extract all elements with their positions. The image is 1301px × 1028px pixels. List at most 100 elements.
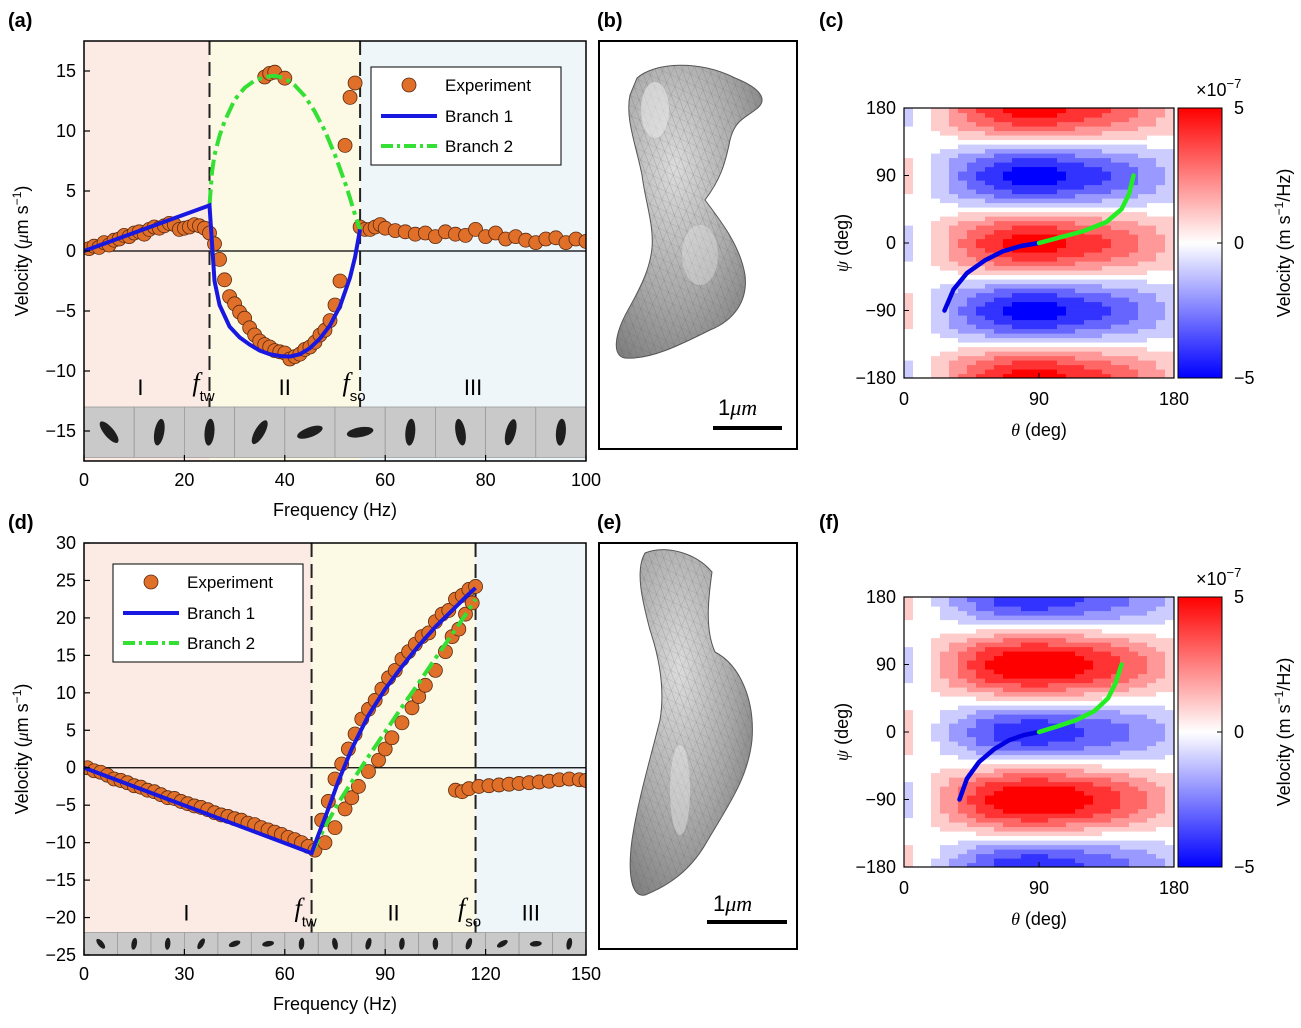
panel-c-contour-cell bbox=[1012, 238, 1022, 244]
panel-c-contour-cell bbox=[1003, 333, 1013, 339]
panel-f-contour-cell bbox=[1057, 642, 1067, 648]
panel-c-contour-cell bbox=[1039, 288, 1049, 294]
panel-f-contour-cell bbox=[1165, 849, 1174, 855]
panel-c-contour-cell bbox=[958, 189, 968, 195]
panel-f-contour-cell bbox=[1048, 619, 1058, 625]
panel-f-contour-cell bbox=[1084, 615, 1094, 621]
panel-f-contour-cell bbox=[913, 705, 923, 711]
panel-c-contour-cell bbox=[1156, 315, 1166, 321]
panel-c-contour-cell bbox=[1075, 324, 1085, 330]
panel-f-contour-cell bbox=[1120, 633, 1130, 639]
panel-c-contour-cell bbox=[1039, 274, 1049, 280]
panel-f-contour-cell bbox=[922, 813, 932, 819]
panel-c-contour-cell bbox=[922, 126, 932, 132]
panel-f-contour-cell bbox=[1021, 678, 1031, 684]
panel-c-contour-cell bbox=[1030, 229, 1040, 235]
panel-c-contour-cell bbox=[922, 202, 932, 208]
panel-c-contour-cell bbox=[1165, 117, 1174, 123]
panel-f-contour-cell bbox=[958, 637, 968, 643]
panel-c-contour-cell bbox=[1165, 274, 1174, 280]
panel-c-contour-cell bbox=[940, 130, 950, 136]
panel-f-contour-cell bbox=[1165, 696, 1174, 702]
panel-f-contour-cell bbox=[1120, 741, 1130, 747]
panel-f-contour-cell bbox=[994, 597, 1004, 603]
panel-c-contour-cell bbox=[949, 121, 959, 127]
panel-c-contour-cell bbox=[1156, 234, 1166, 240]
panel-c-contour-cell bbox=[1012, 373, 1022, 378]
panel-f-contour-cell bbox=[1156, 813, 1166, 819]
panel-a-y-tick-label: 0 bbox=[66, 241, 76, 261]
panel-f-contour-cell bbox=[1120, 705, 1130, 711]
panel-f-contour-cell bbox=[949, 696, 959, 702]
panel-c-contour-cell bbox=[1120, 135, 1130, 141]
panel-f-contour-cell bbox=[1057, 768, 1067, 774]
panel-f-contour-cell bbox=[1030, 651, 1040, 657]
panel-c-contour-cell bbox=[1093, 297, 1103, 303]
panel-c-contour-cell bbox=[1147, 342, 1157, 348]
panel-c-contour-cell bbox=[1012, 301, 1022, 307]
panel-f-contour-cell bbox=[967, 732, 977, 738]
panel-c-contour-cell bbox=[1093, 247, 1103, 253]
panel-f-contour-cell bbox=[904, 700, 914, 706]
panel-label-c: (c) bbox=[819, 10, 843, 32]
panel-c-contour-cell bbox=[1003, 261, 1013, 267]
panel-c-contour-cell bbox=[1039, 369, 1049, 375]
panel-a-experiment-point bbox=[332, 273, 348, 289]
panel-c-contour-cell bbox=[1156, 342, 1166, 348]
panel-f-contour-cell bbox=[931, 642, 941, 648]
panel-c-contour-cell bbox=[1030, 328, 1040, 334]
panel-e-rendering: 1μm bbox=[598, 542, 798, 950]
panel-c-contour-cell bbox=[1093, 193, 1103, 199]
panel-c-contour-cell bbox=[1003, 225, 1013, 231]
panel-f-contour-cell bbox=[1075, 826, 1085, 832]
panel-f-contour-cell bbox=[922, 727, 932, 733]
panel-f-contour-cell bbox=[1102, 790, 1112, 796]
panel-f-contour-cell bbox=[1129, 786, 1139, 792]
panel-f-contour-cell bbox=[985, 790, 995, 796]
panel-c-contour-cell bbox=[1111, 198, 1121, 204]
panel-c-contour-cell bbox=[949, 211, 959, 217]
panel-f-contour-cell bbox=[1003, 624, 1013, 630]
panel-c-contour-cell bbox=[1147, 360, 1157, 366]
panel-f-contour-cell bbox=[922, 718, 932, 724]
panel-c-contour-cell bbox=[1021, 108, 1031, 114]
panel-f-contour-cell bbox=[1030, 768, 1040, 774]
panel-f-contour-cell bbox=[1057, 808, 1067, 814]
panel-f-contour-cell bbox=[985, 862, 995, 867]
panel-f-contour-cell bbox=[1147, 714, 1157, 720]
panel-f-contour-cell bbox=[1093, 750, 1103, 756]
panel-f-contour-cell bbox=[1003, 768, 1013, 774]
panel-f-contour-cell bbox=[1021, 651, 1031, 657]
panel-f-contour-cell bbox=[1021, 727, 1031, 733]
panel-c-contour-cell bbox=[958, 211, 968, 217]
panel-c-contour-cell bbox=[1039, 157, 1049, 163]
panel-f-contour-cell bbox=[1111, 624, 1121, 630]
panel-c-contour-cell bbox=[913, 337, 923, 343]
panel-c-contour-cell bbox=[1012, 148, 1022, 154]
panel-f-contour-cell bbox=[1012, 835, 1022, 841]
panel-c-contour-cell bbox=[922, 333, 932, 339]
panel-c-contour-cell bbox=[958, 144, 968, 150]
panel-f-contour-cell bbox=[1111, 664, 1121, 670]
panel-c-contour-cell bbox=[985, 166, 995, 172]
panel-c-contour-cell bbox=[949, 373, 959, 378]
panel-c-contour-cell bbox=[913, 193, 923, 199]
panel-f-contour-cell bbox=[994, 723, 1004, 729]
panel-c-contour-cell bbox=[1030, 180, 1040, 186]
panel-f-contour-cell bbox=[949, 853, 959, 859]
panel-f-contour-cell bbox=[1084, 799, 1094, 805]
panel-f-contour-cell bbox=[967, 723, 977, 729]
panel-f-contour-cell bbox=[931, 714, 941, 720]
panel-c-contour-cell bbox=[1084, 310, 1094, 316]
panel-c-contour-cell bbox=[1165, 324, 1174, 330]
panel-f-contour-cell bbox=[1111, 822, 1121, 828]
panel-c-contour-cell bbox=[1066, 144, 1076, 150]
panel-f-contour-cell bbox=[1165, 628, 1174, 634]
panel-f-contour-cell bbox=[1021, 813, 1031, 819]
panel-a-snapshot-particle bbox=[455, 418, 466, 446]
panel-f-contour-cell bbox=[913, 624, 923, 630]
panel-c-contour-cell bbox=[994, 189, 1004, 195]
panel-f-contour-cell bbox=[1138, 799, 1148, 805]
panel-f-contour-cell bbox=[994, 759, 1004, 765]
panel-c-contour-cell bbox=[913, 306, 923, 312]
